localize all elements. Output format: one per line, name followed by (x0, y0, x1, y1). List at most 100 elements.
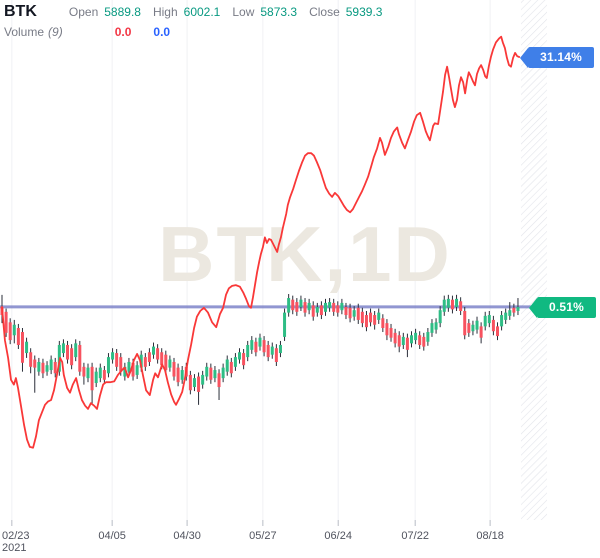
down-candle-body (311, 305, 315, 317)
up-candle-body (352, 310, 356, 317)
compare-line-series[interactable] (1, 35, 521, 449)
up-candle-body (287, 298, 291, 313)
down-candle-body (463, 311, 467, 336)
ohlc-close: Close 5939.3 (309, 5, 382, 19)
up-candle-body (283, 312, 287, 337)
badge-arrow-icon (520, 47, 529, 68)
compare-line-price-badge[interactable]: 31.14% (520, 47, 594, 68)
low-label: Low (232, 5, 255, 19)
up-candle-body (192, 378, 196, 388)
up-candle-body (500, 315, 504, 327)
down-candle-body (53, 361, 57, 374)
up-candle-body (446, 298, 450, 308)
up-candle-body (98, 367, 102, 379)
down-candle-body (418, 335, 422, 345)
down-candle-body (217, 373, 221, 388)
ohlc-row: BTK Open 5889.8 High 6002.1 Low 5873.3 C… (4, 3, 394, 23)
volume-param: (9) (48, 25, 63, 39)
x-axis-date-label: 04/30 (173, 530, 201, 542)
future-area-hatch (521, 0, 547, 520)
watermark-symbol-interval: BTK,1D (158, 210, 452, 298)
up-candle-body (201, 374, 205, 385)
down-candle-body (229, 361, 233, 374)
down-candle-body (291, 299, 295, 311)
up-candle-body (270, 346, 274, 355)
up-candle-body (410, 335, 413, 344)
down-candle-body (90, 366, 94, 391)
down-candle-body (66, 344, 70, 360)
up-candle-body (414, 332, 418, 341)
symbol-title[interactable]: BTK (4, 3, 37, 20)
down-candle-body (82, 366, 86, 377)
high-value: 6002.1 (183, 5, 221, 19)
high-label: High (152, 5, 178, 19)
down-candle-body (33, 359, 37, 368)
up-candle-body (225, 359, 229, 372)
down-candle-body (495, 326, 499, 337)
x-axis-date-label: 06/24 (324, 530, 352, 542)
down-candle-body (164, 354, 168, 371)
up-candle-body (434, 322, 438, 330)
down-candle-body (20, 332, 24, 363)
down-candle-body (369, 312, 373, 323)
down-candle-body (41, 362, 45, 374)
down-candle-body (356, 307, 360, 320)
down-candle-body (336, 305, 340, 313)
down-candle-body (381, 318, 385, 328)
down-candle-body (319, 305, 323, 316)
volume-value-red: 0.0 (114, 25, 132, 39)
up-candle-body (233, 357, 237, 367)
up-candle-body (168, 359, 172, 368)
up-candle-body (37, 361, 41, 372)
up-candle-body (111, 352, 115, 360)
down-candle-body (364, 315, 368, 328)
up-candle-body (86, 367, 90, 379)
up-candle-body (250, 340, 254, 350)
up-candle-body (94, 371, 98, 384)
down-candle-body (422, 336, 426, 347)
down-candle-body (344, 306, 348, 316)
up-candle-body (123, 366, 127, 377)
up-candle-body (504, 312, 508, 320)
down-candle-body (119, 357, 123, 372)
down-candle-body (102, 370, 106, 380)
up-candle-body (205, 366, 209, 377)
up-candle-body (238, 352, 242, 360)
up-candle-body (340, 302, 344, 311)
up-candle-body (278, 344, 282, 354)
down-candle-body (254, 341, 258, 353)
x-axis-date-label: 05/27 (249, 530, 277, 542)
up-candle-body (213, 370, 217, 379)
down-candle-body (303, 302, 307, 313)
up-candle-body (106, 357, 110, 374)
up-candle-body (135, 365, 139, 375)
down-candle-body (70, 348, 74, 366)
up-candle-body (508, 310, 512, 316)
up-candle-body (221, 367, 225, 379)
up-candle-body (328, 302, 332, 308)
up-candle-body (139, 354, 143, 368)
down-candle-body (156, 348, 160, 360)
down-candle-body (176, 367, 180, 383)
close-value: 5939.3 (345, 5, 383, 19)
compare-line-percent: 31.14% (528, 47, 594, 68)
up-candle-body (487, 315, 491, 324)
candle-close-price-badge[interactable]: 0.51% (528, 297, 596, 318)
up-candle-body (152, 346, 156, 355)
up-candle-body (74, 343, 78, 358)
down-candle-body (479, 326, 483, 338)
down-candle-body (295, 302, 299, 312)
down-candle-body (512, 307, 516, 313)
up-candle-body (475, 320, 479, 330)
down-candle-body (393, 332, 397, 344)
badge-arrow-icon (528, 297, 537, 318)
volume-value-blue: 0.0 (153, 25, 171, 39)
down-candle-body (143, 357, 147, 367)
up-candle-body (401, 336, 405, 345)
down-candle-body (209, 367, 213, 380)
volume-label[interactable]: Volume (4, 25, 45, 39)
down-candle-body (459, 301, 463, 311)
up-candle-body (455, 298, 459, 307)
